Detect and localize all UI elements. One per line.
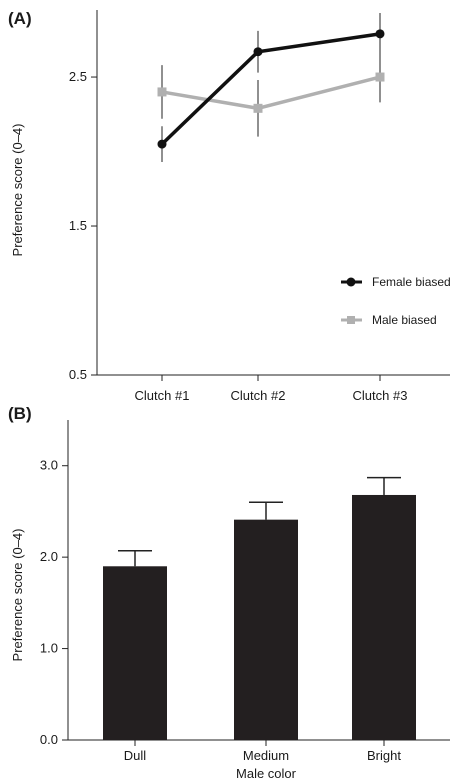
panel-b-x-axis-title: Male color	[236, 766, 297, 781]
panel-a-legend: Female biased Male biased	[341, 275, 451, 327]
y-tick-label: 2.0	[40, 549, 58, 564]
legend-male-label: Male biased	[372, 313, 437, 327]
data-point	[157, 87, 167, 97]
panel-a-series	[157, 12, 385, 162]
panel-b-bar-chart: (B) Preference score (0–4) Male color 0.…	[8, 404, 450, 781]
bar	[234, 519, 298, 740]
y-tick-label: 1.0	[40, 641, 58, 656]
series-line	[160, 32, 381, 146]
panel-a-label: (A)	[8, 9, 32, 28]
x-tick-label: Clutch #1	[135, 388, 190, 403]
bar	[352, 494, 416, 740]
panel-a-x-ticks: Clutch #1 Clutch #2 Clutch #3	[135, 375, 408, 403]
x-tick-label: Dull	[124, 748, 147, 763]
panel-b-y-axis-title: Preference score (0–4)	[10, 529, 25, 662]
x-tick-label: Clutch #2	[231, 388, 286, 403]
legend-item-male: Male biased	[341, 313, 437, 327]
series-male-biased	[157, 51, 385, 137]
legend-item-female: Female biased	[341, 275, 451, 289]
y-tick-label: 0.0	[40, 732, 58, 747]
x-tick-label: Bright	[367, 748, 401, 763]
x-tick-label: Medium	[243, 748, 289, 763]
legend-male-marker	[347, 316, 355, 324]
series-female-biased	[157, 12, 385, 162]
panel-a-line-chart: (A) Preference score (0–4) 0.5 1.5 2.5 Clu…	[8, 9, 451, 403]
y-tick-label: 1.5	[69, 218, 87, 233]
series-line	[161, 75, 381, 111]
legend-female-label: Female biased	[372, 275, 451, 289]
y-tick-label: 0.5	[69, 367, 87, 382]
panel-a-y-axis-title: Preference score (0–4)	[10, 124, 25, 257]
data-point	[157, 139, 167, 149]
panel-b-bars	[103, 476, 416, 740]
data-point	[375, 29, 385, 39]
panel-b-label: (B)	[8, 404, 32, 423]
data-point	[253, 47, 263, 57]
x-tick-label: Clutch #3	[353, 388, 408, 403]
panel-b-x-ticks: Dull Medium Bright	[124, 740, 401, 763]
data-point	[253, 103, 263, 113]
panel-a-y-ticks: 0.5 1.5 2.5	[69, 69, 97, 382]
legend-female-marker	[346, 277, 356, 287]
y-tick-label: 2.5	[69, 69, 87, 84]
panel-b-y-ticks: 0.0 1.0 2.0 3.0	[40, 458, 68, 747]
data-point	[375, 72, 385, 82]
y-tick-label: 3.0	[40, 458, 58, 473]
bar	[103, 566, 167, 740]
